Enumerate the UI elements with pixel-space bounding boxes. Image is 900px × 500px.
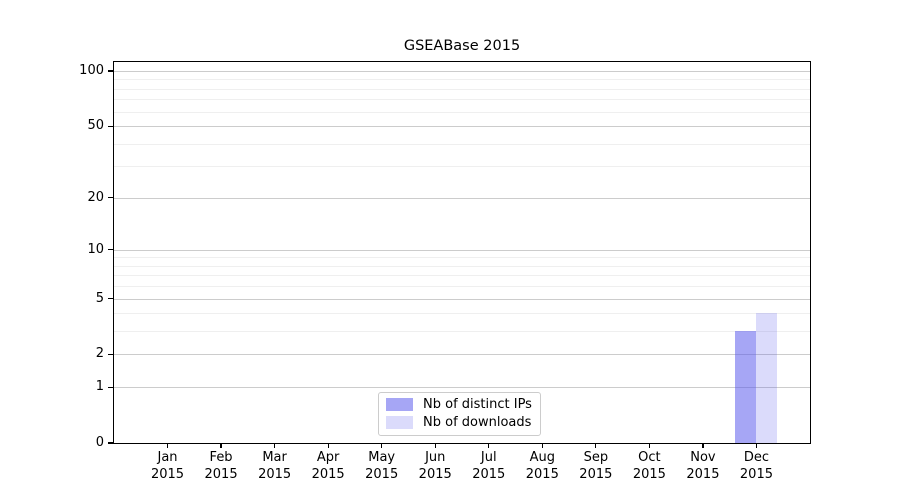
x-tick-label: Sep 2015 <box>566 450 626 483</box>
x-tick-month: Oct <box>638 450 661 465</box>
y-tick-mark <box>108 249 113 251</box>
major-gridline <box>114 71 810 73</box>
x-tick-mark <box>274 443 276 448</box>
y-tick-mark <box>108 442 113 444</box>
x-tick-month: Mar <box>262 450 287 465</box>
x-tick-month: Feb <box>209 450 233 465</box>
legend-label-distinct-ips: Nb of distinct IPs <box>423 397 532 412</box>
x-tick-year: 2015 <box>150 466 185 482</box>
minor-gridline <box>114 143 810 145</box>
minor-gridline <box>114 111 810 113</box>
x-tick-year: 2015 <box>472 466 506 482</box>
x-tick-label: Apr 2015 <box>298 450 358 483</box>
minor-gridline <box>114 79 810 81</box>
x-tick-year: 2015 <box>632 466 666 482</box>
x-tick-mark <box>166 443 169 448</box>
x-tick-mark <box>595 443 597 448</box>
x-tick-month: Dec <box>743 450 770 465</box>
x-tick-month: Sep <box>583 450 609 465</box>
minor-gridline <box>114 331 810 333</box>
bar-distinct-ips-dec <box>735 331 757 443</box>
x-tick-year: 2015 <box>525 466 559 482</box>
x-tick-label: Feb 2015 <box>191 450 251 483</box>
y-tick-label: 100 <box>79 63 104 79</box>
x-tick-label: Jul 2015 <box>459 450 519 483</box>
x-tick-month: Nov <box>690 450 716 465</box>
major-gridline <box>114 387 810 389</box>
x-tick-label: May 2015 <box>352 450 412 483</box>
y-tick-mark <box>108 197 113 199</box>
y-tick-label: 50 <box>87 118 104 134</box>
x-tick-label: Oct 2015 <box>619 450 679 483</box>
legend-item-distinct-ips: Nb of distinct IPs <box>386 397 532 412</box>
minor-gridline <box>114 166 810 168</box>
x-tick-year: 2015 <box>579 466 613 482</box>
x-tick-month: Jan <box>157 450 178 465</box>
x-tick-label: Jun 2015 <box>405 450 465 483</box>
y-tick-mark <box>108 386 113 388</box>
minor-gridline <box>114 313 810 315</box>
x-tick-month: Apr <box>316 450 340 465</box>
y-tick-label: 5 <box>95 290 104 306</box>
x-tick-label: Aug 2015 <box>512 450 572 483</box>
x-tick-mark <box>381 443 383 448</box>
x-tick-year: 2015 <box>739 466 773 482</box>
legend-item-downloads: Nb of downloads <box>386 415 532 430</box>
x-tick-mark <box>702 443 704 448</box>
y-tick-label: 10 <box>87 241 104 257</box>
legend-swatch-distinct-ips <box>386 398 413 411</box>
major-gridline <box>114 354 810 356</box>
minor-gridline <box>114 265 810 267</box>
x-tick-year: 2015 <box>311 466 345 482</box>
y-tick-label: 2 <box>95 346 104 362</box>
x-tick-mark <box>220 443 222 448</box>
y-tick-mark <box>108 125 113 127</box>
x-tick-month: Jul <box>480 450 497 465</box>
x-tick-mark <box>488 443 490 448</box>
y-tick-label: 20 <box>87 189 104 205</box>
y-tick-mark <box>108 353 113 356</box>
x-tick-label: Dec 2015 <box>726 450 786 483</box>
x-tick-mark <box>541 443 543 448</box>
x-tick-year: 2015 <box>365 466 399 482</box>
x-tick-month: Aug <box>529 450 555 465</box>
plot-area <box>113 61 811 444</box>
minor-gridline <box>114 257 810 259</box>
y-tick-mark <box>108 297 113 300</box>
y-tick-label: 1 <box>95 379 104 395</box>
legend-swatch-downloads <box>386 416 413 429</box>
major-gridline <box>114 249 810 251</box>
minor-gridline <box>114 88 810 90</box>
y-tick-label: 0 <box>95 435 104 450</box>
x-tick-label: Jan 2015 <box>138 450 198 483</box>
x-tick-mark <box>434 443 436 448</box>
major-gridline <box>114 197 810 199</box>
y-tick-mark <box>108 70 113 72</box>
x-tick-year: 2015 <box>418 466 452 482</box>
x-tick-mark <box>648 443 650 448</box>
minor-gridline <box>114 286 810 288</box>
x-tick-year: 2015 <box>258 466 292 482</box>
x-tick-label: Nov 2015 <box>673 450 733 483</box>
x-tick-year: 2015 <box>686 466 720 482</box>
x-tick-month: Jun <box>425 450 446 465</box>
chart-title: GSEABase 2015 <box>403 38 521 54</box>
major-gridline <box>114 298 810 300</box>
minor-gridline <box>114 275 810 277</box>
x-tick-label: Mar 2015 <box>245 450 305 483</box>
minor-gridline <box>114 99 810 101</box>
bar-downloads-dec <box>756 313 778 443</box>
legend: Nb of distinct IPs Nb of downloads <box>378 392 541 436</box>
x-tick-mark <box>327 443 329 448</box>
x-tick-mark <box>755 443 758 448</box>
x-tick-year: 2015 <box>204 466 238 482</box>
x-tick-month: May <box>368 450 396 465</box>
major-gridline <box>114 126 810 128</box>
legend-label-downloads: Nb of downloads <box>423 415 532 430</box>
